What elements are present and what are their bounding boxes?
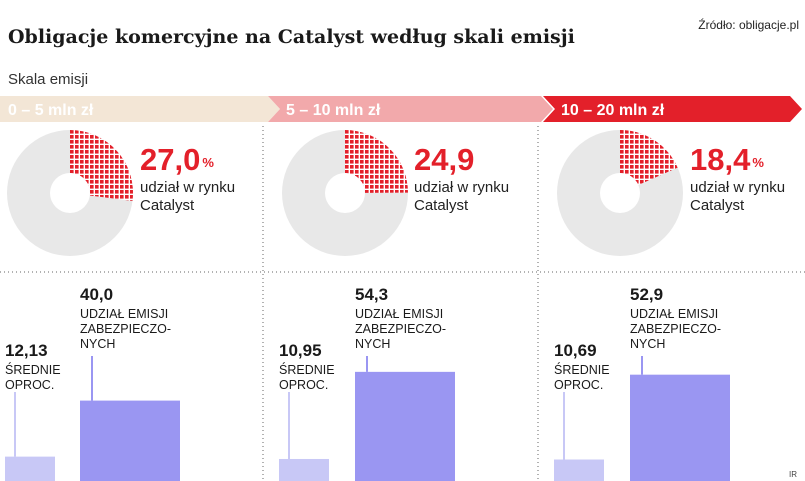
bar-secured-share-label-3-3: NYCH (630, 337, 665, 351)
bar-secured-share-2 (355, 371, 455, 481)
bar-avg-rate-value-1: 12,13 (5, 341, 48, 360)
bar-secured-share-3 (630, 374, 730, 481)
bar-secured-share-value-2: 54,3 (355, 285, 388, 304)
bar-secured-share-value-3: 52,9 (630, 285, 663, 304)
pie-hole-2 (325, 173, 365, 213)
scale-label: Skala emisji (8, 71, 89, 88)
share-caption-line1-2: udział w rynku (414, 179, 509, 196)
bar-avg-rate-label-1-1: ŚREDNIE (5, 362, 61, 377)
bar-avg-rate-value-3: 10,69 (554, 341, 597, 360)
band-label-2: 5 – 10 mln zł (286, 102, 381, 119)
bar-avg-rate-1 (5, 456, 55, 481)
share-caption-line2-3: Catalyst (690, 197, 745, 214)
share-caption-line1-1: udział w rynku (140, 179, 235, 196)
share-unit-3: % (752, 155, 764, 170)
pie-share-slice-1 (70, 130, 133, 201)
share-unit-1: % (202, 155, 214, 170)
share-value-2: 24,9 (414, 142, 474, 177)
bar-secured-share-label-1-1: UDZIAŁ EMISJI (80, 307, 168, 321)
bar-avg-rate-label-1-2: OPROC. (5, 378, 54, 392)
pie-share-slice-2 (345, 130, 408, 193)
bar-avg-rate-2 (279, 458, 329, 481)
share-caption-line2-2: Catalyst (414, 197, 469, 214)
bar-avg-rate-label-2-1: ŚREDNIE (279, 362, 335, 377)
bar-avg-rate-label-3-1: ŚREDNIE (554, 362, 610, 377)
bar-avg-rate-3 (554, 459, 604, 481)
bar-secured-share-1 (80, 400, 180, 481)
share-caption-line1-3: udział w rynku (690, 179, 785, 196)
pie-hole-1 (50, 173, 90, 213)
share-caption-line2-1: Catalyst (140, 197, 195, 214)
band-2 (268, 96, 553, 122)
bar-secured-share-value-1: 40,0 (80, 285, 113, 304)
source-note: Źródło: obligacje.pl (698, 18, 799, 32)
bar-secured-share-label-2-2: ZABEZPIECZO- (355, 322, 446, 336)
band-3 (543, 96, 802, 122)
band-1 (0, 96, 280, 122)
band-label-3: 10 – 20 mln zł (561, 102, 665, 119)
share-value-1: 27,0 (140, 142, 200, 177)
bar-avg-rate-label-2-2: OPROC. (279, 378, 328, 392)
chart-title: Obligacje komercyjne na Catalyst według … (8, 26, 575, 48)
credit-mark: IR (789, 470, 797, 479)
bar-secured-share-label-2-1: UDZIAŁ EMISJI (355, 307, 443, 321)
bar-avg-rate-label-3-2: OPROC. (554, 378, 603, 392)
bar-avg-rate-value-2: 10,95 (279, 341, 322, 360)
bar-secured-share-label-1-2: ZABEZPIECZO- (80, 322, 171, 336)
bar-secured-share-label-3-1: UDZIAŁ EMISJI (630, 307, 718, 321)
pie-hole-3 (600, 173, 640, 213)
band-label-1: 0 – 5 mln zł (8, 102, 94, 119)
pie-share-slice-3 (620, 130, 678, 185)
share-value-3: 18,4 (690, 142, 751, 177)
bar-secured-share-label-3-2: ZABEZPIECZO- (630, 322, 721, 336)
bar-secured-share-label-2-3: NYCH (355, 337, 390, 351)
bar-secured-share-label-1-3: NYCH (80, 337, 115, 351)
